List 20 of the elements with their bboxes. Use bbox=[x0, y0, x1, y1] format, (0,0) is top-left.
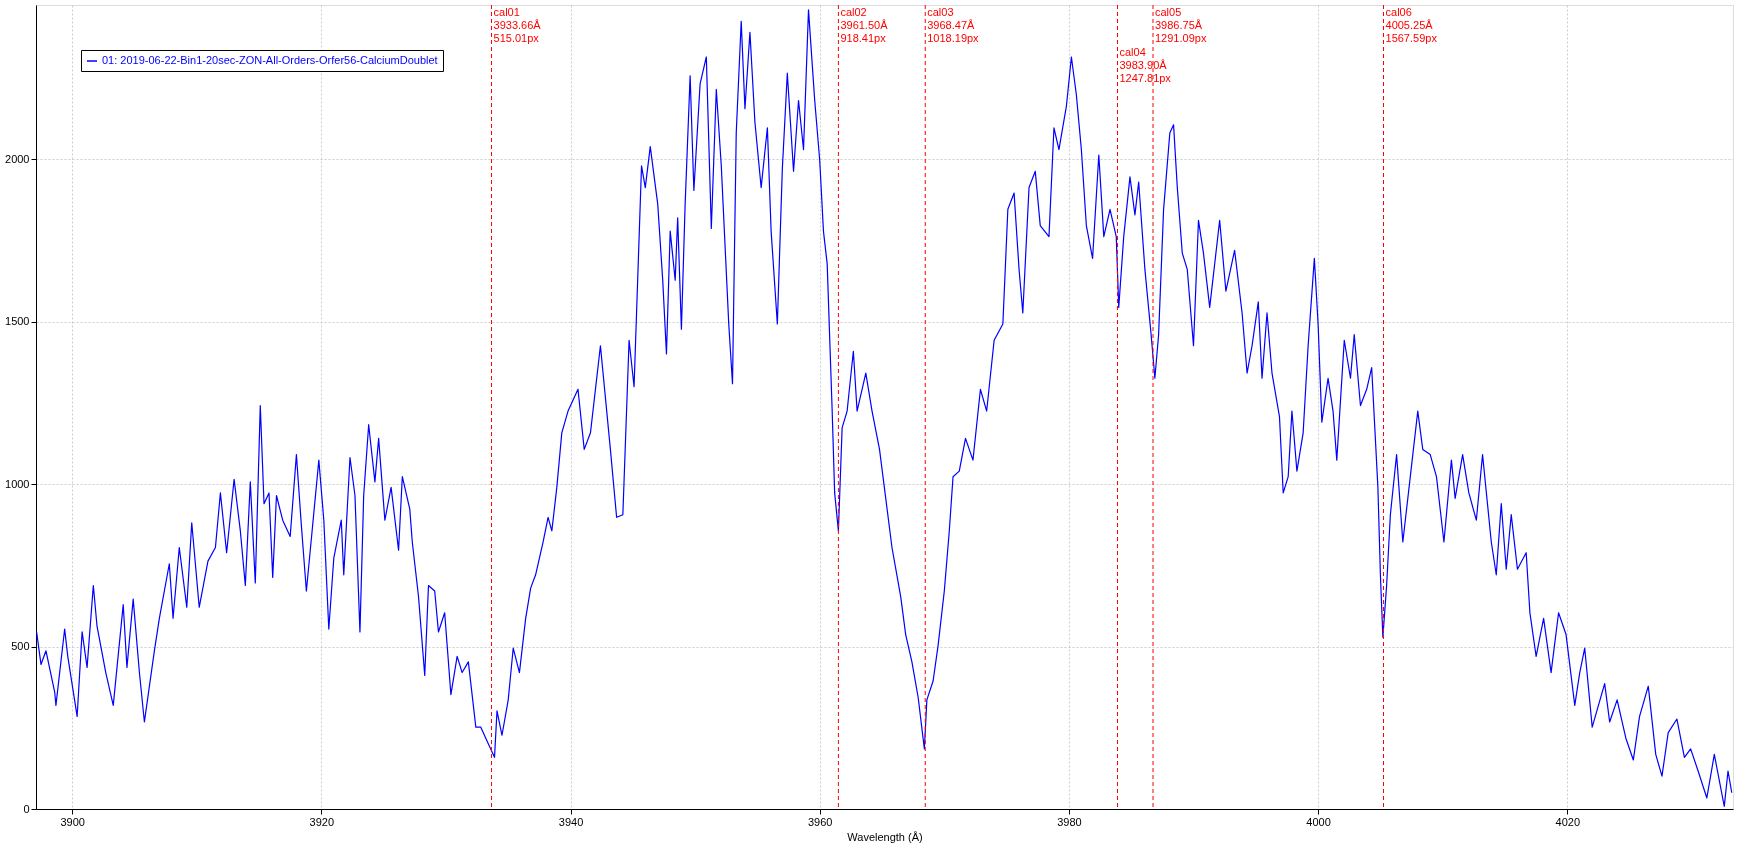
ref-line-label: cal06 4005.25Å 1567.59px bbox=[1385, 6, 1438, 44]
x-tick-label: 3980 bbox=[1057, 815, 1082, 828]
y-tick-label: 2000 bbox=[5, 152, 30, 165]
legend-label: 01: 2019-06-22-Bin1-20sec-ZON-All-Orders-Orfer56-CalciumDoublet bbox=[102, 54, 438, 66]
y-tick-label: 500 bbox=[11, 640, 30, 653]
ref-line-label: cal01 3933.66Å 515.01px bbox=[493, 6, 542, 44]
x-tick-label: 3920 bbox=[309, 815, 335, 828]
ref-line-label: cal02 3961.50Å 918.41px bbox=[840, 6, 889, 44]
x-tick-label: 3940 bbox=[558, 815, 584, 828]
y-tick-label: 0 bbox=[23, 802, 30, 815]
x-axis-title: Wavelength (Å) bbox=[847, 830, 923, 843]
x-tick-label: 3900 bbox=[60, 815, 85, 828]
x-tick-label: 4000 bbox=[1306, 815, 1331, 828]
ref-line-label: cal03 3968.47Å 1018.19px bbox=[927, 6, 980, 44]
x-tick-label: 3960 bbox=[807, 815, 833, 828]
ref-line-label: cal05 3986.75Å 1291.09px bbox=[1155, 6, 1207, 44]
y-tick-label: 1000 bbox=[5, 477, 30, 490]
x-tick-label: 4020 bbox=[1555, 815, 1581, 828]
y-tick-label: 1500 bbox=[5, 315, 30, 328]
ref-line-label: cal04 3983.90Å 1247.81px bbox=[1119, 46, 1172, 84]
